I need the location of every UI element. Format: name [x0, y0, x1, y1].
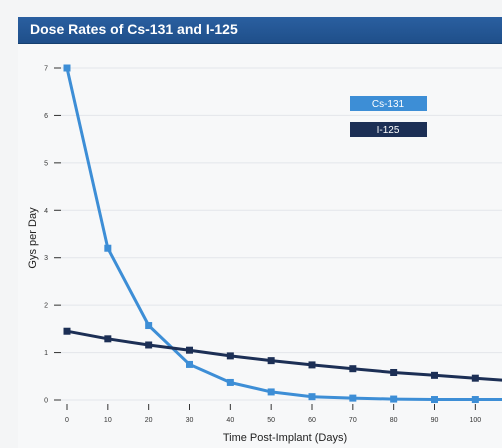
point-cs131-10 [471, 396, 479, 404]
series-line-i125 [66, 329, 502, 382]
point-i125-10 [471, 374, 479, 382]
legend-swatch-i125 [350, 122, 427, 137]
point-i125-8 [390, 368, 398, 376]
point-cs131-2 [145, 322, 153, 330]
legend-label-i125: I-125 [377, 125, 400, 136]
point-i125-0 [63, 327, 71, 335]
y-axis-title: Gys per Day [27, 207, 39, 269]
x-tick-label-5: 50 [267, 417, 275, 424]
x-tick-label-10: 100 [469, 417, 481, 424]
x-tick-label-8: 80 [390, 417, 398, 424]
x-tick-label-2: 20 [145, 417, 153, 424]
point-cs131-3 [186, 360, 193, 368]
plot-area [18, 44, 502, 448]
legend-swatch-cs131 [350, 96, 427, 111]
point-cs131-9 [431, 396, 438, 404]
title-bar: Dose Rates of Cs-131 and I-125 [18, 17, 502, 44]
y-tick-label-5: 5 [44, 160, 48, 167]
point-cs131-1 [104, 244, 112, 252]
legend-label-cs131: Cs-131 [372, 99, 405, 110]
chart-title: Dose Rates of Cs-131 and I-125 [30, 21, 238, 37]
point-cs131-6 [308, 393, 316, 401]
point-cs131-8 [390, 395, 398, 403]
y-tick-label-3: 3 [44, 255, 48, 262]
point-cs131-5 [267, 388, 275, 396]
x-tick-label-1: 10 [104, 417, 112, 424]
point-cs131-0 [63, 64, 71, 72]
x-tick-label-7: 70 [349, 417, 357, 424]
point-i125-6 [308, 361, 316, 369]
point-i125-4 [226, 352, 234, 360]
y-tick-label-7: 7 [44, 66, 48, 73]
y-tick-label-1: 1 [44, 350, 48, 357]
x-axis-title: Time Post-Implant (Days) [223, 432, 347, 444]
point-i125-9 [431, 371, 438, 379]
point-i125-2 [145, 341, 153, 349]
point-cs131-7 [349, 394, 357, 402]
point-i125-1 [104, 335, 112, 343]
point-i125-5 [267, 357, 275, 365]
x-tick-label-0: 0 [65, 417, 69, 424]
x-tick-label-4: 40 [226, 417, 234, 424]
x-tick-label-3: 30 [186, 417, 194, 424]
point-cs131-4 [226, 378, 234, 386]
y-tick-label-4: 4 [44, 208, 48, 215]
point-i125-7 [349, 365, 357, 373]
y-tick-label-6: 6 [44, 113, 48, 120]
x-tick-label-9: 90 [431, 417, 439, 424]
x-tick-label-6: 60 [308, 417, 316, 424]
series-line-cs131 [65, 67, 502, 401]
point-i125-3 [186, 346, 193, 354]
y-tick-label-0: 0 [44, 398, 48, 405]
y-tick-label-2: 2 [44, 303, 48, 310]
